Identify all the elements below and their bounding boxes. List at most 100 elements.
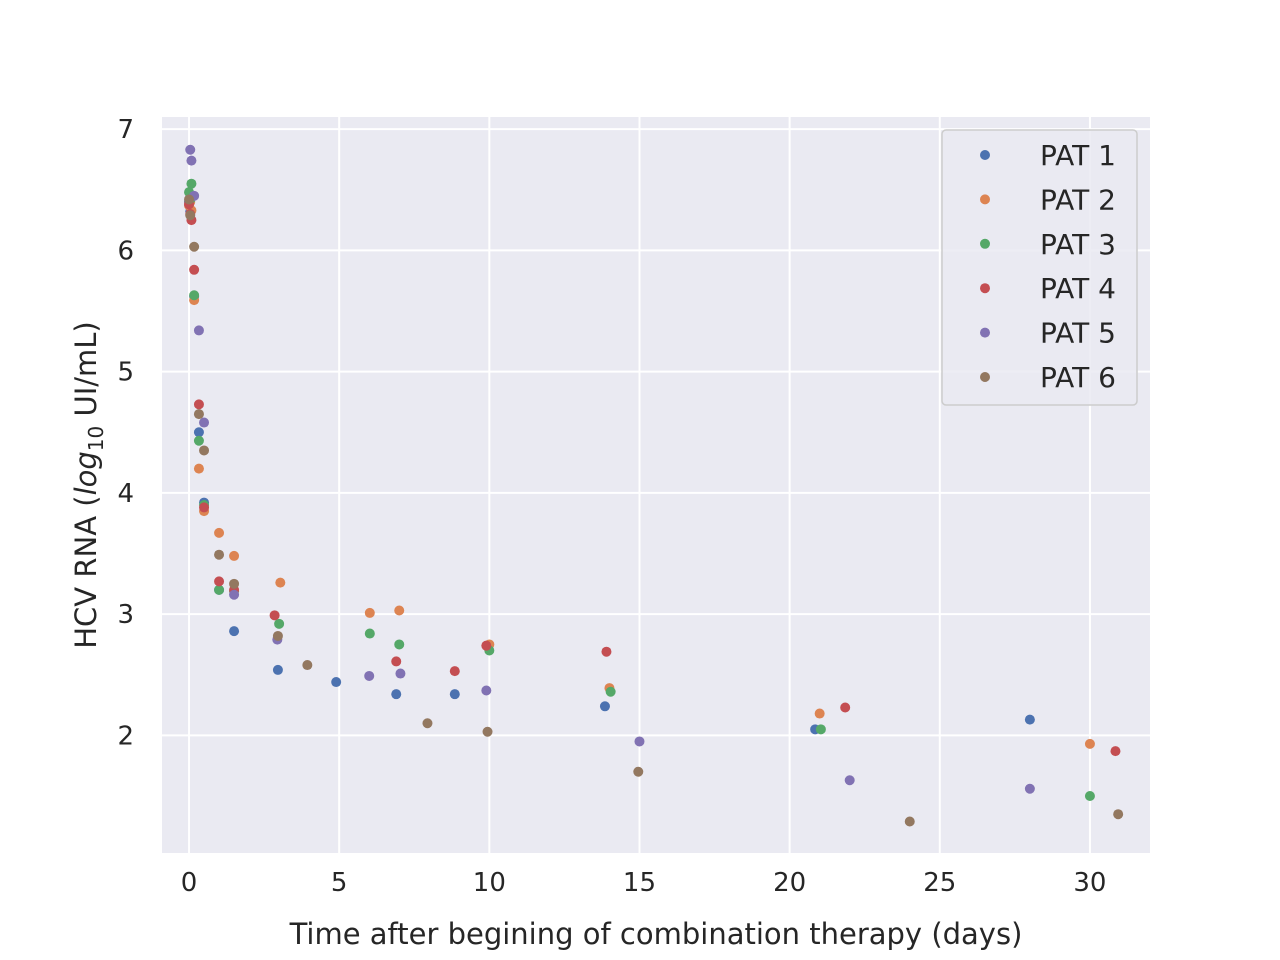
data-point — [193, 463, 204, 474]
data-point — [1024, 783, 1035, 794]
data-point — [229, 578, 240, 589]
y-tick-label: 6 — [117, 236, 134, 266]
data-point — [275, 577, 286, 588]
data-point — [189, 264, 200, 275]
data-point — [185, 210, 196, 221]
data-point — [189, 241, 200, 252]
data-point — [302, 660, 313, 671]
y-axis-label-main: HCV RNA ( — [69, 495, 103, 648]
data-point — [391, 656, 402, 667]
data-point — [814, 708, 825, 719]
data-point — [199, 417, 210, 428]
data-point — [394, 605, 405, 616]
x-tick-label: 15 — [623, 868, 656, 898]
legend-item: PAT 2 — [980, 183, 1116, 216]
x-tick-label: 10 — [473, 868, 506, 898]
data-point — [395, 668, 406, 679]
data-point — [599, 701, 610, 712]
data-point — [199, 445, 210, 456]
data-point — [193, 435, 204, 446]
x-axis-label: Time after begining of combination thera… — [289, 917, 1023, 951]
data-point — [193, 409, 204, 420]
data-point — [601, 646, 612, 657]
legend-item: PAT 4 — [980, 272, 1116, 305]
data-point — [633, 766, 644, 777]
data-point — [364, 628, 375, 639]
legend-label: PAT 6 — [1040, 361, 1116, 394]
legend-label: PAT 3 — [1040, 228, 1116, 261]
legend-item: PAT 5 — [980, 317, 1116, 350]
data-point — [1024, 714, 1035, 725]
legend-label: PAT 4 — [1040, 272, 1116, 305]
legend-marker — [980, 283, 990, 294]
data-point — [364, 607, 375, 618]
data-point — [186, 155, 197, 166]
data-point — [186, 178, 197, 189]
y-axis-label-subscript: 10 — [84, 426, 108, 451]
data-point — [274, 618, 285, 629]
x-tick-label: 25 — [923, 868, 956, 898]
x-tick-label: 5 — [331, 868, 348, 898]
data-point — [391, 689, 402, 700]
x-tick-label: 0 — [181, 868, 198, 898]
y-tick-label: 3 — [117, 600, 134, 630]
legend-marker — [980, 194, 990, 205]
data-point — [185, 144, 196, 155]
legend-items: PAT 1 PAT 2 PAT 3 PAT 4 PAT 5 PAT 6 — [980, 139, 1116, 394]
data-point — [1113, 809, 1124, 820]
legend-item: PAT 6 — [980, 361, 1116, 394]
data-point — [844, 775, 855, 786]
legend-label: PAT 5 — [1040, 317, 1116, 350]
data-point — [269, 610, 280, 621]
data-point — [229, 626, 240, 637]
data-point — [481, 640, 492, 651]
data-point — [214, 527, 225, 538]
legend-label: PAT 2 — [1040, 183, 1116, 216]
legend-label: PAT 1 — [1040, 139, 1116, 172]
data-point — [449, 666, 460, 677]
y-tick-label: 5 — [117, 358, 134, 388]
data-point — [214, 584, 225, 595]
data-point — [449, 689, 460, 700]
data-point — [184, 194, 195, 205]
legend-item: PAT 1 — [980, 139, 1116, 172]
data-point — [229, 589, 240, 600]
data-point — [214, 549, 225, 560]
legend-marker — [980, 327, 990, 338]
data-point — [1084, 738, 1095, 749]
data-point — [1110, 746, 1121, 757]
legend-marker — [980, 238, 990, 249]
series-5 — [185, 144, 1035, 794]
data-point — [193, 427, 204, 438]
data-point — [331, 677, 342, 688]
data-point — [815, 724, 826, 735]
y-tick-label: 4 — [117, 479, 134, 509]
data-points — [184, 144, 1124, 827]
data-point — [422, 718, 433, 729]
data-point — [364, 670, 375, 681]
series-6 — [184, 194, 1124, 827]
data-point — [214, 576, 225, 587]
data-point — [634, 736, 645, 747]
data-point — [605, 686, 616, 697]
y-tick-label: 2 — [117, 721, 134, 751]
data-point — [840, 702, 851, 713]
legend-frame — [941, 129, 1138, 406]
data-point — [394, 639, 405, 650]
data-point — [904, 816, 915, 827]
data-point — [189, 290, 200, 301]
data-point — [482, 726, 493, 737]
legend-marker — [980, 372, 990, 382]
data-point — [193, 325, 204, 336]
x-tick-labels: 0 5 10 15 20 25 30 — [181, 868, 1107, 898]
y-axis-label: HCV RNA (log10 UI/mL) — [69, 321, 108, 649]
legend-item: PAT 3 — [980, 228, 1116, 261]
x-tick-label: 30 — [1073, 868, 1106, 898]
x-tick-label: 20 — [773, 868, 806, 898]
data-point — [199, 502, 210, 513]
y-tick-label: 7 — [117, 115, 134, 145]
legend-marker — [980, 150, 990, 160]
data-point — [481, 685, 492, 696]
